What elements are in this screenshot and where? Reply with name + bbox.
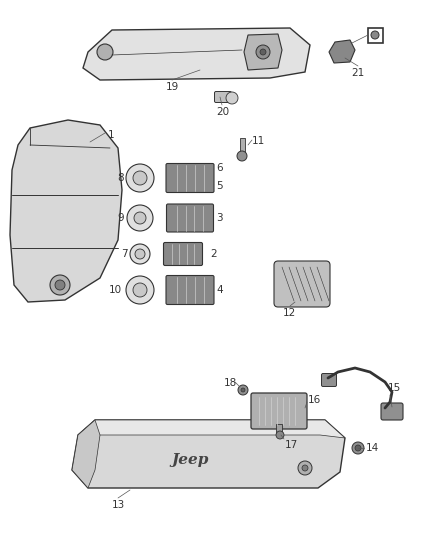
Circle shape: [55, 280, 65, 290]
Polygon shape: [72, 420, 100, 488]
FancyBboxPatch shape: [163, 243, 202, 265]
Circle shape: [256, 45, 270, 59]
FancyBboxPatch shape: [251, 393, 307, 429]
Text: 14: 14: [366, 443, 379, 453]
FancyBboxPatch shape: [215, 92, 232, 102]
Circle shape: [238, 385, 248, 395]
Text: 6: 6: [216, 163, 223, 173]
Text: 20: 20: [216, 107, 230, 117]
Circle shape: [298, 461, 312, 475]
Circle shape: [276, 431, 284, 439]
Circle shape: [237, 151, 247, 161]
Circle shape: [226, 92, 238, 104]
Text: 11: 11: [252, 136, 265, 146]
Text: 4: 4: [216, 285, 223, 295]
Text: 13: 13: [111, 500, 125, 510]
Circle shape: [133, 283, 147, 297]
Polygon shape: [72, 420, 345, 488]
Circle shape: [302, 465, 308, 471]
Text: Jeep: Jeep: [171, 453, 208, 467]
Text: 2: 2: [210, 249, 217, 259]
Circle shape: [97, 44, 113, 60]
Circle shape: [126, 276, 154, 304]
Text: 8: 8: [117, 173, 124, 183]
Bar: [276, 424, 282, 434]
FancyBboxPatch shape: [166, 276, 214, 304]
Text: 3: 3: [216, 213, 223, 223]
Text: 1: 1: [108, 130, 115, 140]
Polygon shape: [83, 28, 310, 80]
Bar: [368, 28, 383, 43]
Polygon shape: [329, 40, 355, 63]
Text: 9: 9: [117, 213, 124, 223]
Text: 7: 7: [121, 249, 128, 259]
Circle shape: [133, 171, 147, 185]
Text: 5: 5: [216, 181, 223, 191]
Bar: [240, 138, 245, 154]
Text: 17: 17: [285, 440, 298, 450]
FancyBboxPatch shape: [274, 261, 330, 307]
Text: 12: 12: [283, 308, 296, 318]
Circle shape: [135, 249, 145, 259]
FancyBboxPatch shape: [166, 204, 213, 232]
FancyBboxPatch shape: [321, 374, 336, 386]
Circle shape: [352, 442, 364, 454]
Polygon shape: [10, 120, 122, 302]
Circle shape: [127, 205, 153, 231]
Text: 21: 21: [351, 68, 364, 78]
FancyBboxPatch shape: [166, 164, 214, 192]
Circle shape: [130, 244, 150, 264]
Circle shape: [134, 212, 146, 224]
Polygon shape: [78, 420, 345, 438]
Circle shape: [126, 164, 154, 192]
Text: 19: 19: [166, 82, 179, 92]
Polygon shape: [244, 34, 282, 70]
Circle shape: [371, 31, 379, 39]
Text: 18: 18: [223, 378, 237, 388]
Circle shape: [260, 49, 266, 55]
Text: 10: 10: [109, 285, 122, 295]
Text: 15: 15: [388, 383, 401, 393]
Circle shape: [50, 275, 70, 295]
Circle shape: [241, 388, 245, 392]
Text: 16: 16: [308, 395, 321, 405]
FancyBboxPatch shape: [381, 403, 403, 420]
Circle shape: [355, 445, 361, 451]
